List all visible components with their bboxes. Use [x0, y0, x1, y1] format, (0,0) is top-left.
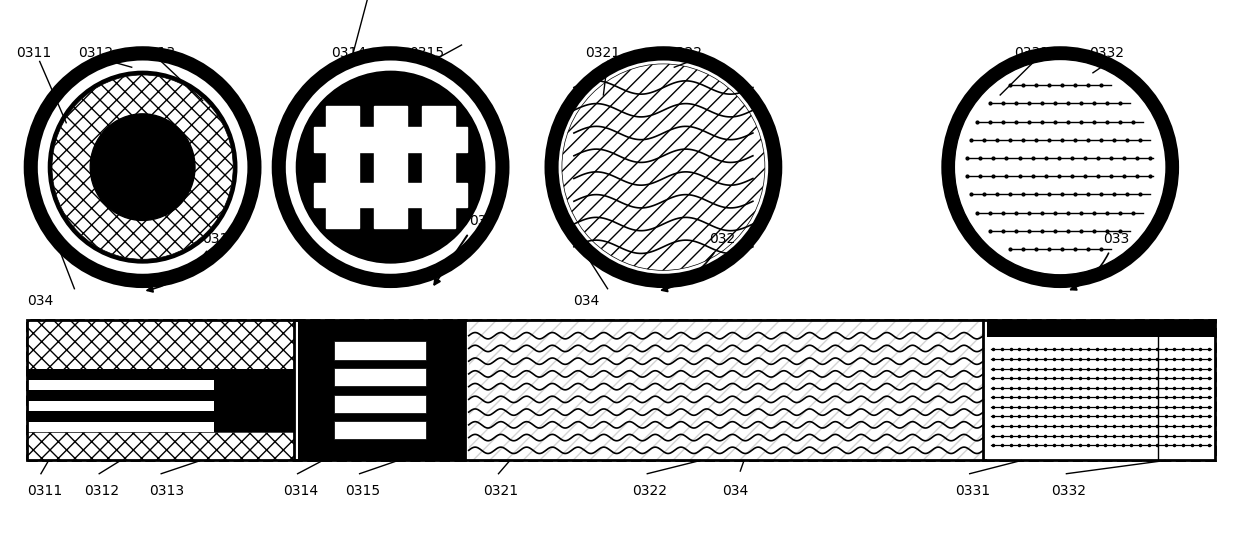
Bar	[27, 380, 215, 390]
Ellipse shape	[48, 72, 237, 263]
Text: 0312: 0312	[78, 45, 113, 60]
Ellipse shape	[955, 60, 1166, 275]
Text: 034: 034	[722, 484, 748, 498]
Bar	[27, 320, 1215, 461]
Text: 0331: 0331	[955, 484, 990, 498]
Bar	[27, 432, 294, 461]
Ellipse shape	[942, 47, 1178, 287]
Bar	[335, 395, 427, 413]
Bar	[335, 341, 427, 359]
Bar	[987, 320, 1215, 337]
Bar	[27, 432, 294, 461]
Text: 033: 033	[1104, 232, 1130, 247]
Text: 0321: 0321	[585, 45, 620, 60]
Text: 034: 034	[573, 294, 599, 308]
Ellipse shape	[296, 72, 485, 263]
Bar	[314, 182, 467, 207]
Bar	[27, 422, 215, 432]
Text: 0311: 0311	[16, 45, 51, 60]
Text: 0314: 0314	[331, 45, 366, 60]
Text: 0313: 0313	[149, 484, 184, 498]
Text: 0321: 0321	[484, 484, 518, 498]
Text: 031: 031	[202, 232, 228, 247]
Ellipse shape	[285, 60, 496, 275]
Text: 032: 032	[709, 232, 735, 247]
Text: 03: 03	[469, 214, 486, 228]
Bar	[469, 320, 983, 461]
Text: 034: 034	[27, 294, 53, 308]
Bar	[373, 106, 408, 228]
Bar	[298, 320, 465, 461]
Bar	[326, 106, 360, 228]
Bar	[27, 320, 1215, 461]
Text: 0315: 0315	[409, 45, 444, 60]
Bar	[469, 320, 983, 461]
Text: 0315: 0315	[345, 484, 379, 498]
Text: 0332: 0332	[1089, 45, 1123, 60]
Bar	[335, 368, 427, 386]
Bar	[987, 337, 1215, 461]
Bar	[314, 127, 467, 152]
Bar	[27, 320, 294, 369]
Ellipse shape	[37, 60, 248, 275]
Ellipse shape	[558, 60, 769, 275]
Text: 0313: 0313	[140, 45, 175, 60]
Ellipse shape	[25, 47, 260, 287]
Text: 0332: 0332	[1052, 484, 1086, 498]
Bar	[27, 320, 294, 461]
Ellipse shape	[52, 75, 233, 259]
Text: 0312: 0312	[84, 484, 119, 498]
Text: 0331: 0331	[1014, 45, 1049, 60]
Text: 0311: 0311	[27, 484, 62, 498]
Ellipse shape	[273, 47, 508, 287]
Ellipse shape	[91, 114, 195, 221]
Text: 0322: 0322	[667, 45, 702, 60]
Bar	[422, 106, 455, 228]
Text: 0322: 0322	[632, 484, 667, 498]
Bar	[335, 421, 427, 440]
Ellipse shape	[562, 64, 765, 270]
Text: 0314: 0314	[283, 484, 317, 498]
Ellipse shape	[546, 47, 781, 287]
Bar	[27, 401, 215, 411]
Bar	[27, 320, 294, 369]
